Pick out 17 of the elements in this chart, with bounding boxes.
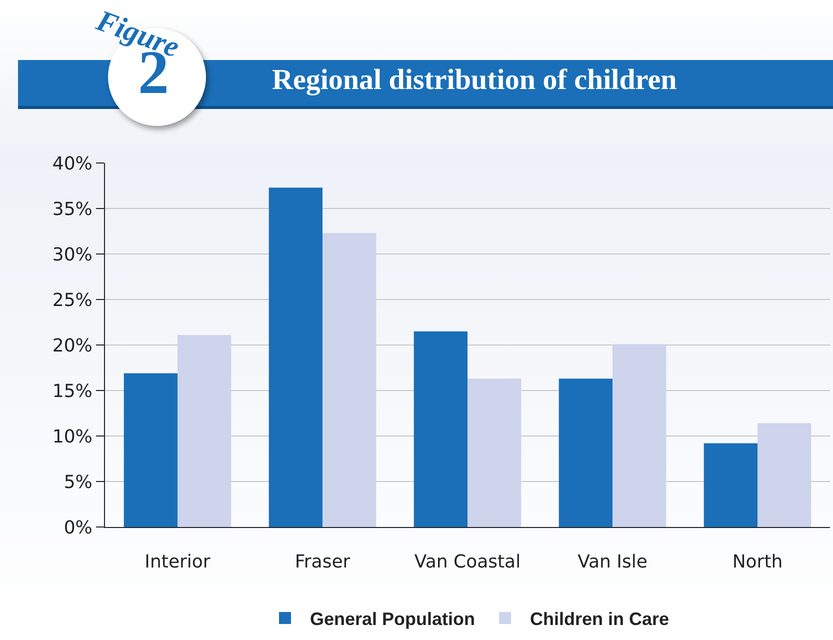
- x-tick-label: Van Isle: [578, 552, 648, 573]
- x-tick-label: Interior: [144, 552, 211, 573]
- legend-label: General Population: [310, 609, 476, 630]
- legend-label: Children in Care: [530, 609, 670, 630]
- x-tick-label: North: [732, 552, 783, 573]
- y-tick-label: 20%: [52, 335, 92, 356]
- x-tick-label: Van Coastal: [414, 552, 521, 573]
- chart-title: Regional distribution of children: [272, 64, 677, 97]
- y-tick-label: 25%: [52, 290, 92, 311]
- y-tick-label: 5%: [64, 472, 92, 493]
- y-tick-label: 10%: [52, 426, 92, 448]
- x-tick-label: Fraser: [294, 552, 351, 573]
- y-tick-label: 15%: [52, 380, 92, 402]
- y-tick-label: 35%: [52, 198, 92, 220]
- y-tick-label: 30%: [52, 244, 92, 266]
- y-tick-label: 0%: [64, 517, 92, 538]
- y-tick-label: 40%: [52, 153, 92, 174]
